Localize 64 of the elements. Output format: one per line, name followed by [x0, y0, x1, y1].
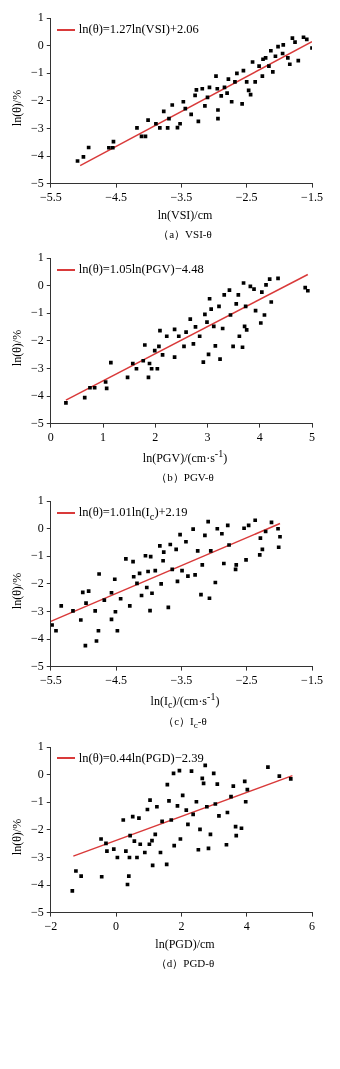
x-tick-label: −5.5	[39, 189, 62, 204]
y-tick-label: 0	[37, 37, 44, 52]
y-tick-label: −2	[30, 333, 44, 348]
y-tick-label: −2	[30, 821, 44, 836]
x-axis-title: ln(I$_{c}$)/(cm·s$^{-1}$)	[149, 691, 221, 711]
y-tick-label: −4	[30, 876, 44, 891]
y-tick-label: 1	[37, 493, 44, 508]
x-axis-title: ln(PGV)/(cm·s$^{-1}$)	[141, 448, 229, 466]
y-tick-label: 0	[37, 277, 44, 292]
legend-label: ln(θ)=1.05ln(PGV)−4.48	[78, 262, 204, 278]
x-tick-label: 4	[256, 429, 263, 444]
y-tick-label: −5	[30, 658, 44, 673]
y-tick-label: 0	[37, 766, 44, 781]
text: （b）PGV-θ	[155, 470, 215, 485]
y-axis-title: ln(θ)/%	[9, 818, 25, 855]
x-tick-label: −3.5	[170, 189, 193, 204]
x-tick-label: −1.5	[301, 189, 323, 204]
x-tick-label: 4	[243, 918, 250, 933]
x-axis-title: ln(VSI)/cm	[156, 208, 214, 223]
text: （c）I$_{c}$-θ	[162, 714, 208, 731]
y-tick-label: −1	[30, 548, 44, 563]
text: （a）VSI-θ	[157, 227, 213, 242]
y-tick-label: −5	[30, 415, 44, 430]
y-tick-label: −2	[30, 576, 44, 591]
legend-label: ln(θ)=1.27ln(VSI)+2.06	[78, 22, 199, 38]
x-tick-label: −2.5	[235, 672, 258, 687]
x-tick-label: 2	[152, 429, 159, 444]
y-tick-label: 1	[37, 10, 44, 25]
y-tick-label: −5	[30, 904, 44, 919]
x-tick-label: −4.5	[105, 189, 127, 204]
y-axis-title: ln(θ)/%	[9, 89, 25, 127]
y-tick-label: −3	[30, 120, 44, 135]
x-tick-label: 6	[309, 918, 315, 933]
y-axis-title: ln(θ)/%	[9, 572, 25, 610]
legend-label: ln(θ)=1.01ln(I$_{c}$)+2.19	[78, 505, 188, 522]
y-tick-label: −3	[30, 603, 44, 618]
y-tick-label: 0	[37, 520, 44, 535]
x-tick-label: 3	[204, 429, 211, 444]
x-tick-label: −4.5	[105, 672, 127, 687]
y-tick-label: −1	[30, 794, 44, 809]
x-tick-label: 2	[178, 918, 185, 933]
y-tick-label: −4	[30, 148, 44, 163]
text: （d）PGD-θ	[154, 955, 216, 971]
y-tick-label: −4	[30, 631, 44, 646]
y-tick-label: −1	[30, 305, 44, 320]
x-tick-label: −5.5	[39, 672, 62, 687]
legend-label: ln(θ)=0.44ln(PGD)−2.39	[78, 750, 204, 766]
x-tick-label: 0	[47, 429, 54, 444]
x-tick-label: −1.5	[301, 672, 323, 687]
x-axis-title: ln(PGD)/cm	[154, 936, 216, 952]
x-tick-label: 0	[113, 918, 120, 933]
y-tick-label: −1	[30, 65, 44, 80]
y-axis-title: ln(θ)/%	[9, 329, 25, 367]
x-tick-label: −3.5	[170, 672, 193, 687]
x-tick-label: 1	[100, 429, 107, 444]
y-tick-label: −3	[30, 360, 44, 375]
y-tick-label: −4	[30, 388, 44, 403]
y-tick-label: 1	[37, 250, 44, 265]
y-tick-label: 1	[37, 738, 44, 753]
x-tick-label: −2.5	[235, 189, 258, 204]
y-tick-label: −5	[30, 175, 44, 190]
x-tick-label: 5	[309, 429, 315, 444]
y-tick-label: −3	[30, 849, 44, 864]
y-tick-label: −2	[30, 93, 44, 108]
